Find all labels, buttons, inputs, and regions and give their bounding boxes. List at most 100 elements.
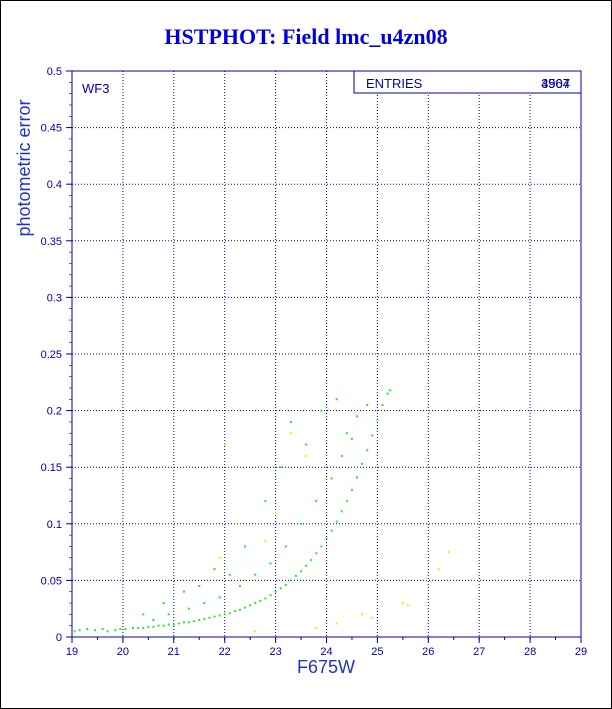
secondary-point bbox=[223, 443, 226, 446]
primary-point bbox=[381, 403, 384, 406]
primary-point bbox=[106, 630, 109, 633]
secondary-point bbox=[218, 556, 221, 559]
primary-point bbox=[356, 476, 359, 479]
primary-point bbox=[335, 398, 338, 401]
primary-point bbox=[350, 488, 353, 491]
primary-point bbox=[340, 510, 343, 513]
primary-point bbox=[264, 500, 267, 503]
primary-point bbox=[203, 617, 206, 620]
primary-point bbox=[345, 432, 348, 435]
primary-point bbox=[269, 594, 272, 597]
primary-point bbox=[366, 403, 369, 406]
secondary-point bbox=[244, 579, 247, 582]
primary-point bbox=[305, 564, 308, 567]
stats-value-2: 3904 bbox=[541, 76, 570, 91]
primary-point bbox=[315, 552, 318, 555]
primary-point bbox=[193, 620, 196, 623]
primary-point bbox=[233, 609, 236, 612]
primary-point bbox=[142, 613, 145, 616]
primary-point bbox=[366, 449, 369, 452]
y-tick-label: 0.35 bbox=[41, 236, 62, 248]
stats-box-frame bbox=[353, 70, 582, 94]
primary-point bbox=[320, 409, 323, 412]
secondary-point bbox=[315, 626, 318, 629]
secondary-point bbox=[274, 511, 277, 514]
secondary-point bbox=[401, 602, 404, 605]
secondary-point bbox=[254, 630, 257, 633]
primary-point bbox=[198, 619, 201, 622]
primary-point bbox=[305, 443, 308, 446]
primary-point bbox=[289, 420, 292, 423]
secondary-point bbox=[264, 539, 267, 542]
primary-point bbox=[177, 622, 180, 625]
primary-point bbox=[86, 628, 89, 631]
primary-point bbox=[101, 628, 104, 631]
primary-point bbox=[371, 434, 374, 437]
primary-point bbox=[345, 500, 348, 503]
x-tick-label: 21 bbox=[168, 646, 180, 658]
x-tick-label: 20 bbox=[117, 646, 129, 658]
x-axis-title: F675W bbox=[297, 657, 355, 677]
primary-point bbox=[238, 608, 241, 611]
primary-point bbox=[162, 624, 165, 627]
x-tick-label: 19 bbox=[66, 646, 78, 658]
primary-point bbox=[315, 500, 318, 503]
primary-point bbox=[137, 626, 140, 629]
y-tick-label: 0 bbox=[56, 632, 62, 644]
primary-point bbox=[167, 613, 170, 616]
primary-point bbox=[132, 626, 135, 629]
y-tick-label: 0.05 bbox=[41, 575, 62, 587]
y-axis-title: photometric error bbox=[14, 99, 34, 236]
primary-point bbox=[325, 537, 328, 540]
primary-point bbox=[244, 545, 247, 548]
primary-point bbox=[188, 621, 191, 624]
chart-title: HSTPHOT: Field lmc_u4zn08 bbox=[164, 24, 448, 49]
primary-point bbox=[284, 545, 287, 548]
primary-point bbox=[259, 599, 262, 602]
primary-point bbox=[218, 596, 221, 599]
primary-point bbox=[335, 520, 338, 523]
primary-point bbox=[198, 585, 201, 588]
primary-point bbox=[188, 607, 191, 610]
x-tick-label: 22 bbox=[219, 646, 231, 658]
primary-point bbox=[269, 562, 272, 565]
secondary-point bbox=[305, 454, 308, 457]
secondary-point bbox=[406, 604, 409, 607]
secondary-point bbox=[437, 568, 440, 571]
primary-point bbox=[249, 604, 252, 607]
grid-layer bbox=[72, 71, 581, 637]
primary-point bbox=[152, 625, 155, 628]
points-layer bbox=[73, 389, 450, 633]
primary-point bbox=[147, 625, 150, 628]
primary-point bbox=[213, 568, 216, 571]
primary-point bbox=[238, 585, 241, 588]
primary-point bbox=[93, 629, 96, 632]
x-tick-label: 26 bbox=[422, 646, 434, 658]
primary-point bbox=[114, 629, 117, 632]
y-tick-label: 0.3 bbox=[47, 292, 62, 304]
primary-point bbox=[119, 628, 122, 631]
y-tick-label: 0.2 bbox=[47, 406, 62, 418]
primary-point bbox=[162, 602, 165, 605]
primary-point bbox=[254, 602, 257, 605]
primary-point bbox=[223, 613, 226, 616]
secondary-point bbox=[335, 622, 338, 625]
primary-point bbox=[228, 612, 231, 615]
primary-point bbox=[340, 454, 343, 457]
primary-point bbox=[361, 462, 364, 465]
primary-point bbox=[78, 629, 81, 632]
primary-point bbox=[157, 624, 160, 627]
primary-point bbox=[172, 623, 175, 626]
x-tick-label: 28 bbox=[524, 646, 536, 658]
primary-point bbox=[386, 392, 389, 395]
primary-point bbox=[228, 573, 231, 576]
primary-point bbox=[300, 522, 303, 525]
primary-point bbox=[294, 574, 297, 577]
stats-value-1: 4567 bbox=[541, 76, 570, 91]
primary-point bbox=[279, 466, 282, 469]
x-tick-label: 24 bbox=[320, 646, 332, 658]
primary-point bbox=[376, 418, 379, 421]
primary-point bbox=[284, 583, 287, 586]
stats-label: ENTRIES bbox=[366, 76, 423, 91]
primary-point bbox=[274, 590, 277, 593]
